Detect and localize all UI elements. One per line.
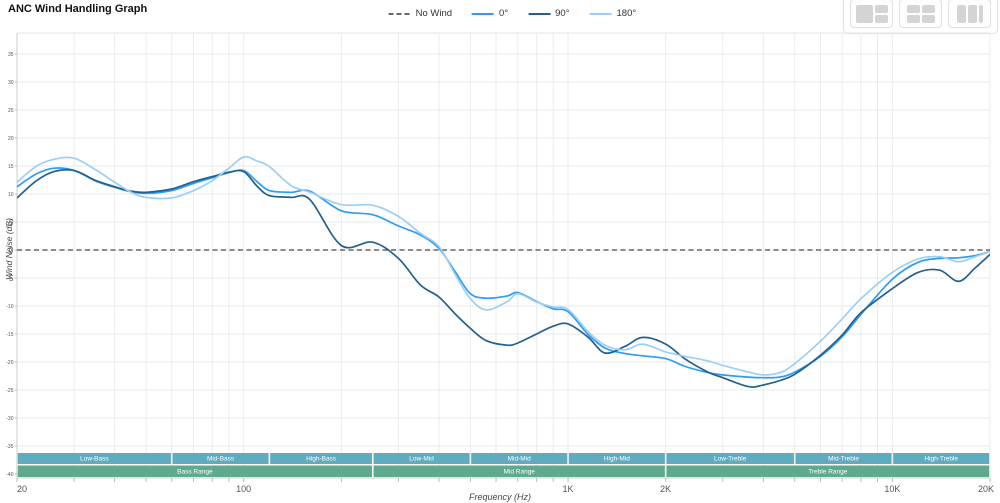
- y-tick-label: -15: [6, 332, 13, 338]
- y-tick-label: 10: [8, 192, 14, 198]
- x-tick-label: 10K: [884, 484, 900, 494]
- legend-label: 0°: [499, 8, 509, 19]
- y-tick-label: 35: [8, 52, 14, 58]
- sub-band-low-mid[interactable]: [373, 453, 470, 464]
- y-tick-label: 5: [9, 218, 14, 227]
- layout-columns-button[interactable]: [948, 0, 991, 28]
- sub-band-low-bass[interactable]: [17, 453, 171, 464]
- sub-band-low-treble[interactable]: [666, 453, 794, 464]
- legend-item-0deg[interactable]: 0°: [472, 8, 508, 19]
- chart-legend: No Wind 0° 90° 180°: [388, 8, 637, 19]
- sub-band-label: High-Treble: [924, 456, 958, 463]
- sub-band-label: Low-Mid: [409, 456, 434, 463]
- legend-item-90deg[interactable]: 90°: [528, 8, 570, 19]
- y-tick-label: 20: [8, 136, 14, 142]
- legend-label: No Wind: [415, 8, 453, 19]
- legend-label: 90°: [555, 8, 570, 19]
- x-tick-label: 2K: [660, 484, 671, 494]
- layout-grid-2x2-button[interactable]: [899, 0, 942, 28]
- main-band-label: Mid Range: [503, 468, 535, 475]
- y-tick-label: 0: [9, 246, 14, 255]
- x-tick-label: 100: [236, 484, 251, 494]
- sub-band-label: Low-Bass: [80, 456, 109, 463]
- y-tick-label: -40: [6, 472, 13, 478]
- legend-item-180deg[interactable]: 180°: [589, 8, 637, 19]
- layout-sidebar-panes-icon: [874, 4, 888, 23]
- sub-band-label: Mid-Mid: [508, 456, 531, 463]
- main-band-treble-range[interactable]: [666, 465, 990, 478]
- main-band-mid-range[interactable]: [373, 465, 665, 478]
- sub-band-mid-treble[interactable]: [795, 453, 892, 464]
- x-tick-label: 20K: [978, 484, 994, 494]
- sub-band-label: High-Mid: [604, 456, 630, 463]
- y-tick-label: -20: [6, 360, 13, 366]
- y-tick-label: -30: [6, 416, 13, 422]
- legend-item-no-wind[interactable]: No Wind: [388, 8, 453, 19]
- 0deg-line-swatch-icon: [472, 12, 495, 15]
- series-line-0deg: [17, 167, 990, 379]
- y-tick-label: -5: [6, 274, 14, 283]
- sub-band-mid-bass[interactable]: [172, 453, 269, 464]
- x-tick-label: 1K: [563, 484, 574, 494]
- main-band-bass-range[interactable]: [17, 465, 372, 478]
- x-axis-title: Frequency (Hz): [468, 492, 531, 502]
- y-tick-label: -25: [6, 388, 13, 394]
- x-tick-label: 20: [17, 484, 27, 494]
- main-band-label: Treble Range: [808, 468, 848, 475]
- layout-main-with-sidebar-icon: [855, 4, 873, 23]
- sub-band-mid-mid[interactable]: [471, 453, 568, 464]
- layout-grid-2x2-icon: [906, 4, 935, 23]
- series-line-90deg: [17, 168, 990, 388]
- sub-band-high-mid[interactable]: [568, 453, 665, 464]
- legend-label: 180°: [616, 8, 637, 19]
- y-axis-title: Wind Noise (dB): [4, 218, 14, 280]
- sub-band-label: High-Bass: [306, 456, 337, 463]
- sub-band-label: Mid-Treble: [828, 456, 859, 463]
- y-tick-label: 25: [8, 108, 14, 114]
- sub-band-high-treble[interactable]: [893, 453, 990, 464]
- graph-layout-toolbar: [843, 0, 998, 34]
- sub-band-high-bass[interactable]: [270, 453, 372, 464]
- main-band-label: Bass Range: [177, 468, 213, 475]
- 180deg-line-swatch-icon: [589, 12, 612, 15]
- 90deg-line-swatch-icon: [528, 12, 551, 15]
- layout-main-with-sidebar-button[interactable]: [850, 0, 893, 28]
- y-tick-label: -10: [6, 304, 13, 310]
- layout-columns-icon: [956, 4, 966, 23]
- y-tick-label: -35: [6, 444, 13, 450]
- sub-band-label: Low-Treble: [714, 456, 747, 463]
- series-line-180deg: [17, 155, 990, 376]
- y-tick-label: 15: [8, 164, 14, 170]
- no-wind-line-swatch-icon: [388, 12, 411, 15]
- sub-band-label: Mid-Bass: [207, 456, 235, 463]
- page-title: ANC Wind Handling Graph: [8, 3, 148, 15]
- y-tick-label: 30: [8, 80, 14, 86]
